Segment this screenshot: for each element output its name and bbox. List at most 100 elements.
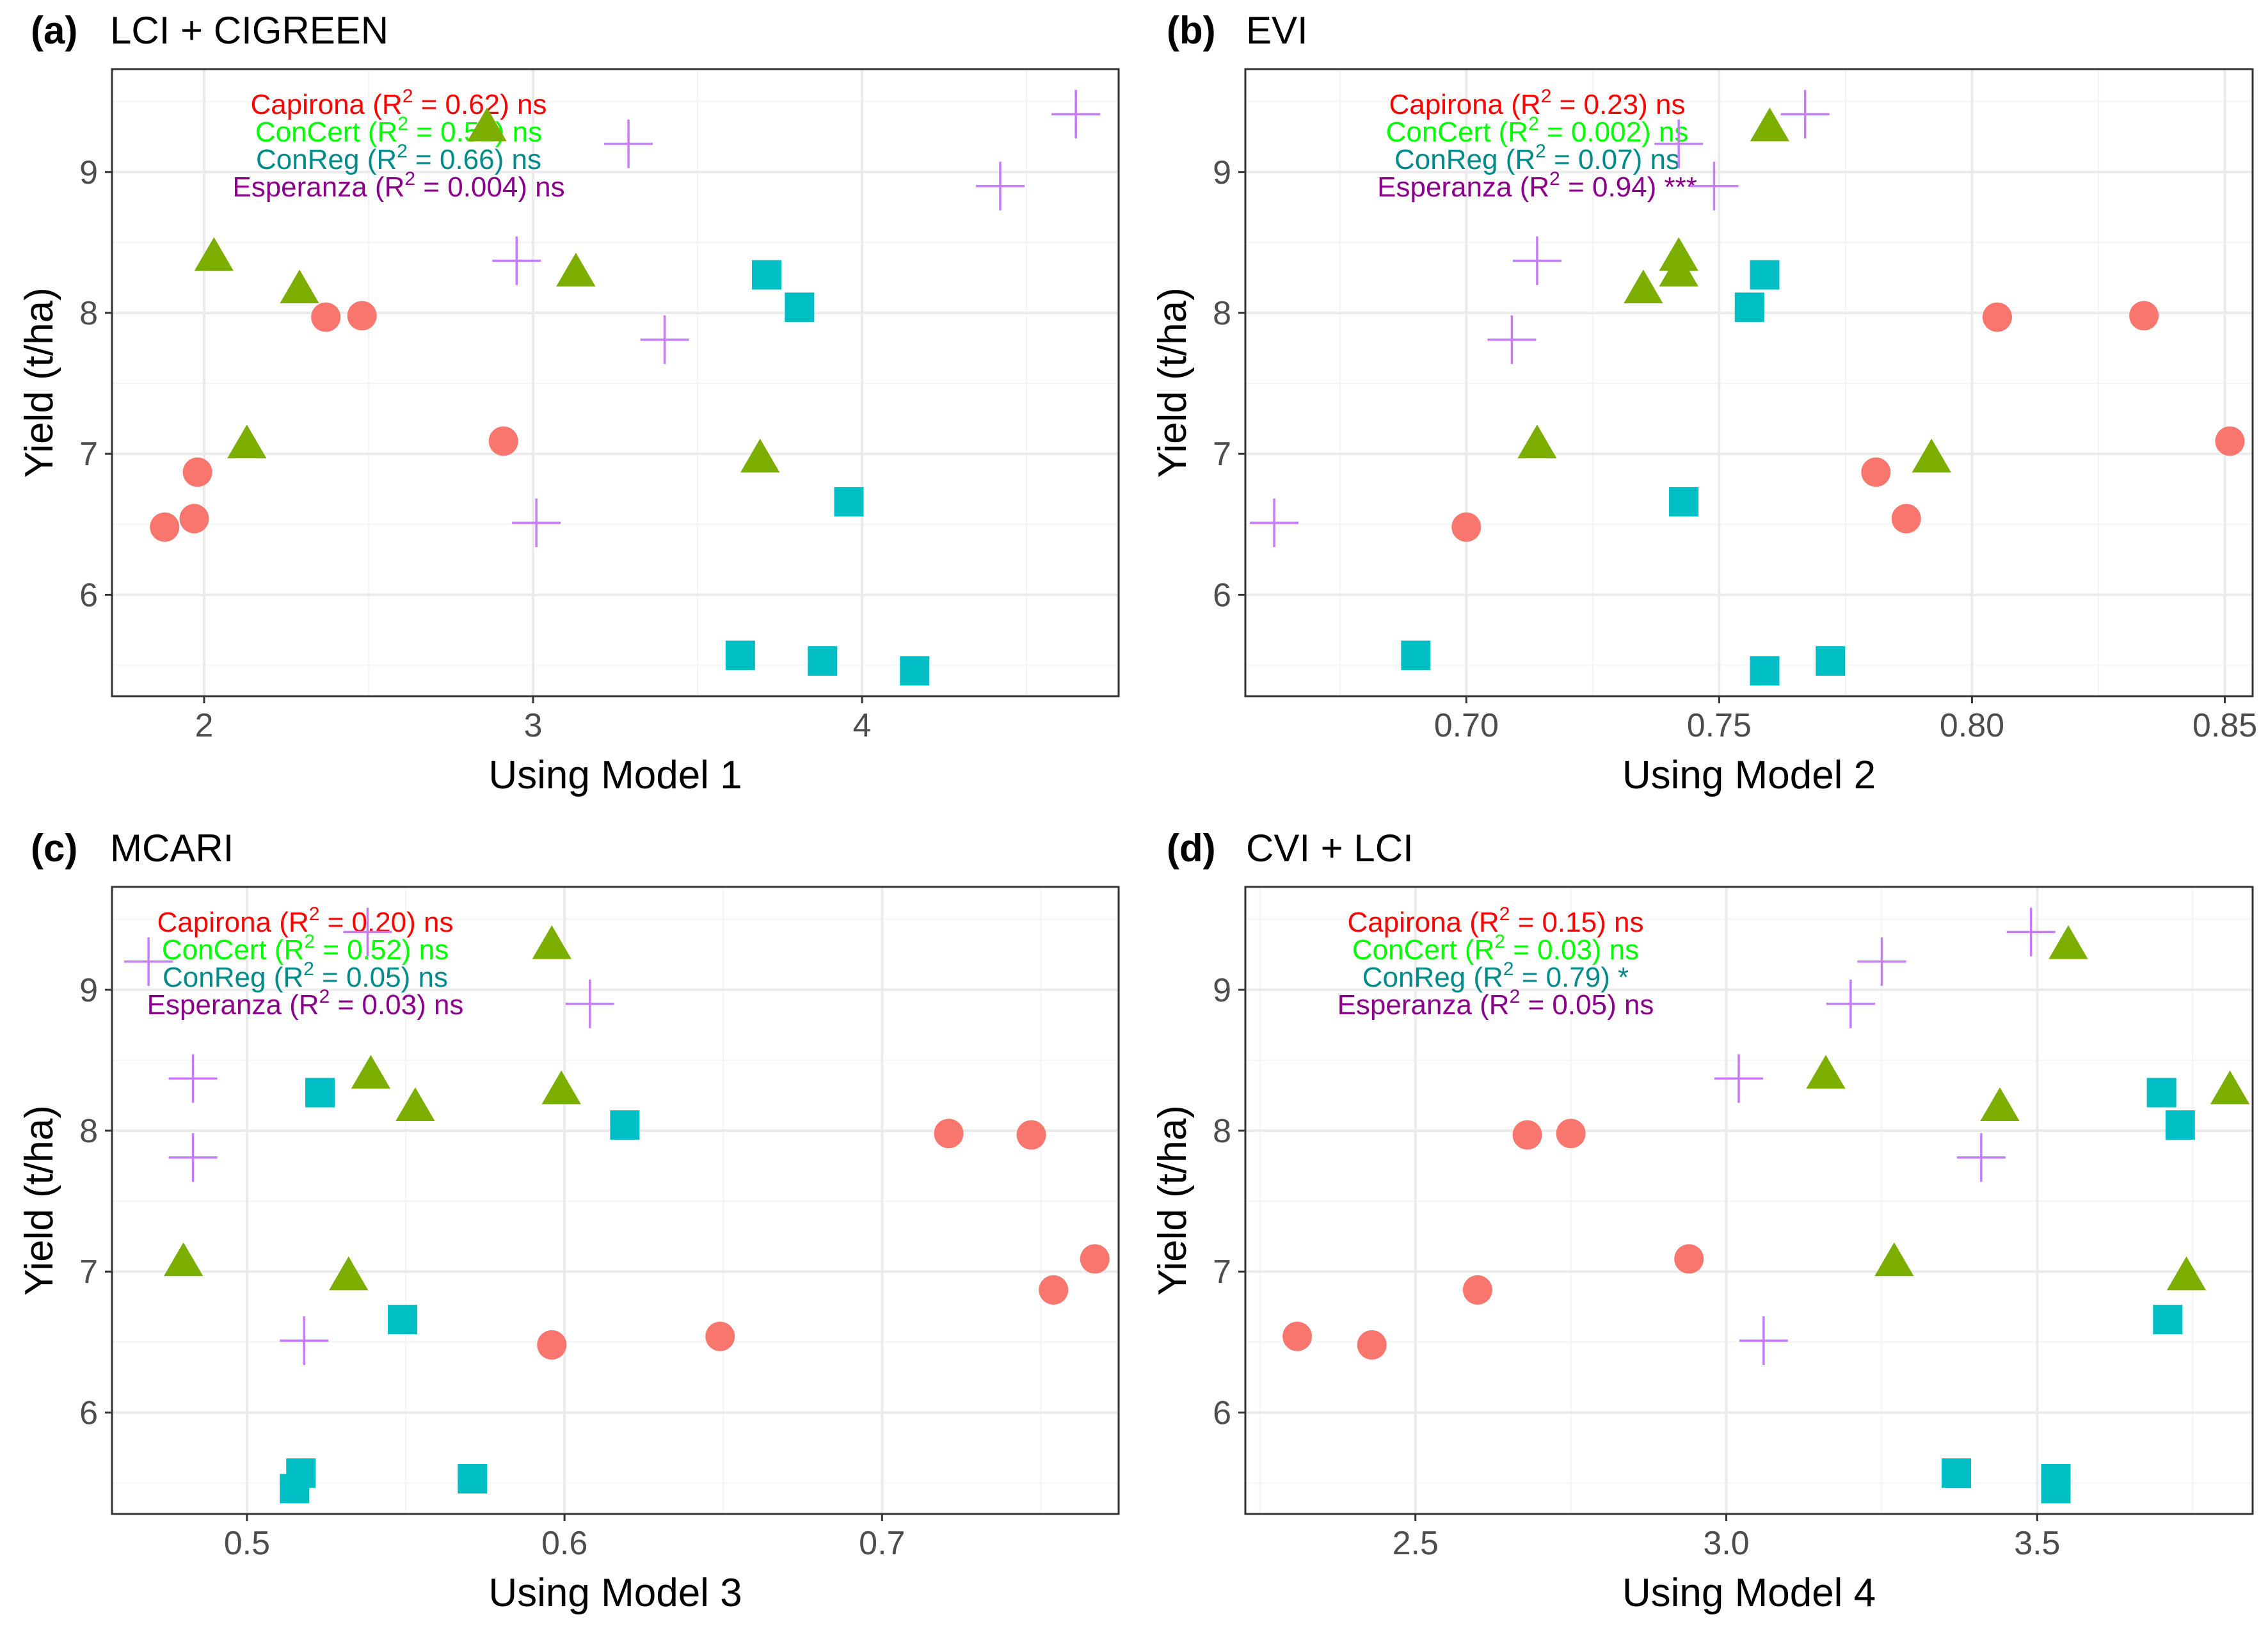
annotation-prefix: ConReg (R [1394,144,1535,175]
r2-annotation-conreg: ConReg (R2 = 0.79) * [1362,959,1629,993]
annotation-prefix: Capirona (R [250,89,402,120]
point-esperanza [1739,1316,1788,1366]
annotation-superscript: 2 [397,141,408,162]
annotation-prefix: Capirona (R [1347,907,1499,938]
point-esperanza [1826,979,1875,1028]
r2-annotation-esperanza: Esperanza (R2 = 0.94) *** [1377,168,1697,203]
r2-annotation-capirona: Capirona (R2 = 0.62) ns [250,86,547,120]
annotation-superscript: 2 [1503,959,1514,980]
point-conreg [286,1458,316,1488]
point-conreg [834,487,864,517]
annotation-superscript: 2 [1535,141,1546,162]
r2-annotation-conreg: ConReg (R2 = 0.07) ns [1394,141,1680,175]
point-capirona [1357,1330,1387,1360]
annotation-superscript: 2 [1541,86,1552,107]
x-tick-label: 0.70 [1434,707,1499,744]
x-tick-label: 4 [853,707,872,744]
annotation-suffix: = 0.23) ns [1551,89,1685,120]
annotation-suffix: = 0.66) ns [408,144,541,175]
point-concert [328,1256,369,1291]
point-capirona [2215,426,2245,456]
point-capirona [1016,1120,1046,1150]
annotation-superscript: 2 [404,168,415,189]
r2-annotation-conreg: ConReg (R2 = 0.66) ns [256,141,541,175]
annotation-superscript: 2 [397,113,408,134]
annotation-prefix: Esperanza (R [1338,989,1510,1021]
annotation-prefix: Esperanza (R [232,171,404,203]
point-esperanza [1051,90,1101,139]
r2-annotation-concert: ConCert (R2 = 0.52) ns [162,931,449,966]
point-concert [1980,1087,2020,1122]
point-concert [163,1242,204,1277]
panel-border [111,68,1120,697]
annotation-superscript: 2 [319,986,330,1007]
point-esperanza [1780,90,1830,139]
point-conreg [458,1463,488,1494]
annotation-superscript: 2 [304,931,315,952]
point-capirona [150,512,180,542]
y-tick-label: 8 [79,1113,98,1150]
annotation-suffix: = 0.94) *** [1560,171,1697,203]
gridlines [1245,887,2253,1514]
panel-border [1244,886,2254,1515]
x-axis-label: Using Model 4 [1622,1571,1876,1615]
point-esperanza [1689,161,1739,211]
data-points [150,90,1101,686]
r2-annotation-capirona: Capirona (R2 = 0.15) ns [1347,904,1643,938]
y-tick-label: 9 [79,154,98,191]
point-capirona [488,426,518,456]
point-capirona [1891,504,1921,534]
x-tick-label: 0.5 [224,1525,270,1562]
panel-title: LCI + CIGREEN [110,9,388,52]
y-tick-label: 9 [79,972,98,1009]
panel-border [1244,68,2254,697]
point-concert [1659,237,1698,271]
point-esperanza [1487,315,1537,364]
y-axis-label: Yield (t/ha) [1151,287,1195,478]
gridlines [112,69,1119,696]
y-tick-label: 8 [1213,295,1231,332]
annotation-prefix: ConCert (R [162,934,305,966]
annotation-suffix: = 0.79) * [1514,962,1629,993]
x-axis-label: Using Model 3 [488,1571,742,1615]
y-tick-label: 6 [79,1394,98,1431]
plot-area [1245,887,2253,1514]
point-concert [1750,108,1790,141]
data-points [1250,90,2245,686]
point-concert [467,108,507,141]
point-esperanza [1956,1133,2006,1182]
x-tick-label: 2 [195,707,213,744]
y-tick-label: 7 [79,1254,98,1291]
annotation-superscript: 2 [403,86,413,107]
point-conreg [305,1078,335,1108]
point-capirona [1556,1119,1586,1149]
annotation-prefix: ConReg (R [1362,962,1503,993]
point-concert [395,1087,435,1122]
r2-annotation-capirona: Capirona (R2 = 0.23) ns [1389,86,1685,120]
x-axis-label: Using Model 2 [1622,753,1876,797]
point-capirona [1451,512,1481,542]
x-tick-label: 3 [524,707,543,744]
y-tick-label: 8 [1213,1113,1231,1150]
y-axis-label: Yield (t/ha) [1151,1105,1195,1296]
point-capirona [1080,1244,1110,1274]
x-tick-label: 0.75 [1687,707,1752,744]
point-concert [351,1055,391,1089]
point-concert [2210,1070,2250,1104]
point-conreg [1669,487,1699,517]
point-conreg [1750,656,1780,686]
y-tick-label: 6 [1213,1394,1231,1431]
plot-area [1245,69,2253,696]
point-concert [740,438,780,473]
annotation-suffix: = 0.62) ns [413,89,547,120]
panel-border [111,886,1120,1515]
gridlines [1245,69,2253,696]
data-points [1282,907,2250,1504]
point-conreg [2153,1305,2183,1335]
data-points [124,907,1110,1504]
r2-annotation-concert: ConCert (R2 = 0.002) ns [1386,113,1689,148]
point-capirona [311,302,341,332]
point-conreg [1734,292,1764,323]
